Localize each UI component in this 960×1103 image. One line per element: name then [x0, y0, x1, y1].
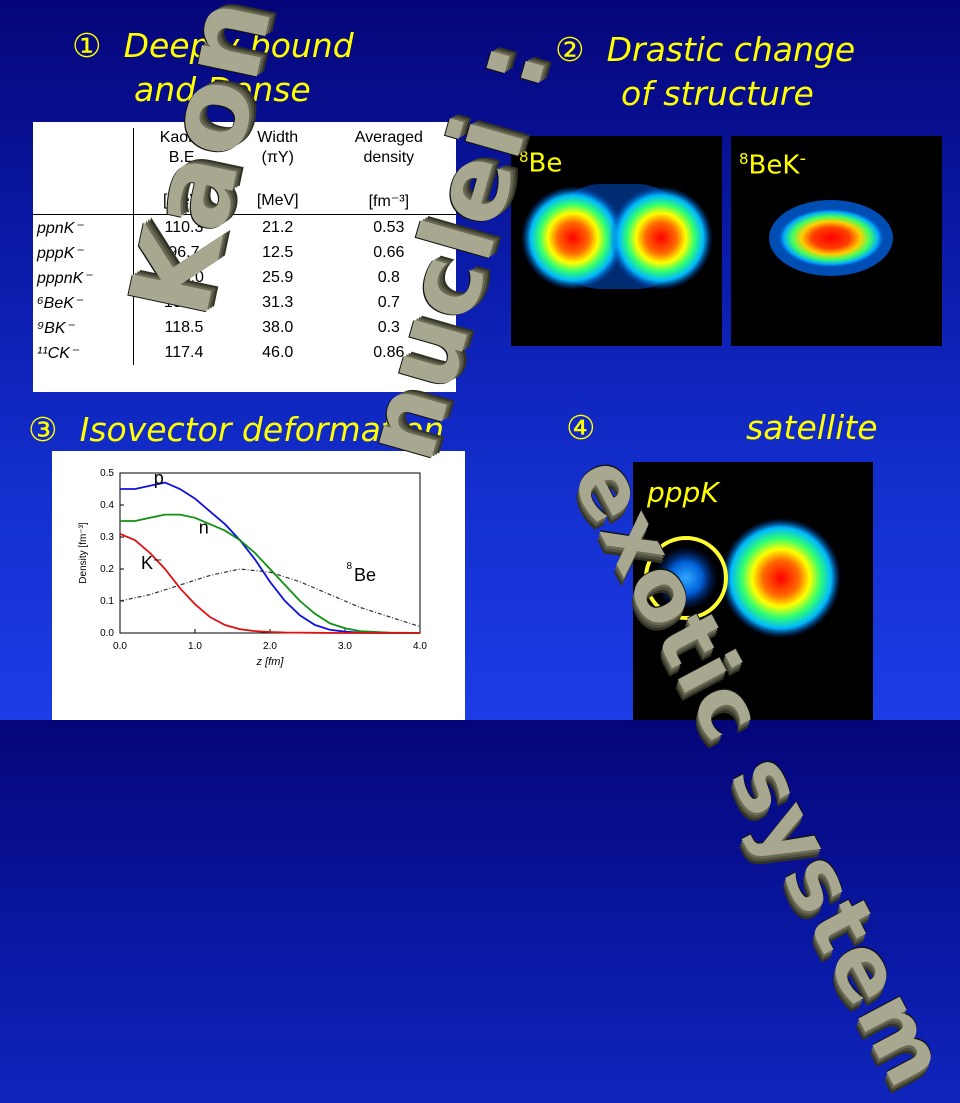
density-chart-panel: 0.0 1.0 2.0 3.0 4.0 0.0 0.1 0.2 0.3 0.4 0.5 z [fm] D…	[52, 451, 465, 720]
table-header-width: Width (πY)	[257, 129, 299, 166]
satellite-blobs	[644, 518, 841, 638]
x-tick-label: 2.0	[263, 641, 277, 652]
be8-density-image: 8Be	[511, 136, 722, 346]
be8-blobs	[521, 184, 713, 290]
be8-cluster-left	[521, 186, 625, 290]
table-row: ¹¹CK⁻ 117.4 46.0 0.86	[33, 340, 456, 365]
plot-frame	[119, 472, 421, 634]
label-k: K⁻	[141, 553, 163, 573]
table-header-empty	[33, 128, 134, 188]
series-be-line	[119, 568, 421, 628]
be8k-label: 8BeK-	[739, 148, 806, 181]
pppk-label: pppK	[647, 476, 719, 509]
series-p-line	[120, 481, 420, 634]
table-row: ⁶BeK⁻ 104.2 31.3 0.7	[33, 290, 456, 315]
unit-be: [MeV]	[133, 188, 234, 215]
heading-isovector: ③ Isovector deformation	[28, 408, 444, 452]
be8k-density-image: 8BeK-	[731, 136, 942, 346]
heading-deeply-bound: ① Deeply bound and Dense	[72, 24, 354, 112]
heading-3-text: Isovector deformation	[79, 410, 445, 449]
series-n-line	[120, 513, 421, 634]
y-tick-label: 0.3	[100, 532, 114, 543]
x-tick-label: 1.0	[188, 641, 202, 652]
heading-satellite: ④ satellite	[566, 406, 878, 450]
y-axis-label: Density [fm⁻³]	[78, 522, 89, 584]
unit-density: [fm⁻³]	[321, 188, 456, 215]
table-header-row: Kaon's B.E. Width (πY) Averaged density	[33, 128, 456, 188]
heading-1-line2: and Dense	[134, 70, 311, 109]
table-header-density: Averaged density	[354, 129, 423, 166]
label-be: Be	[354, 565, 376, 585]
table-row: ⁹BK⁻ 118.5 38.0 0.3	[33, 315, 456, 340]
unit-width: [MeV]	[233, 188, 322, 215]
heading-1-line1: Deeply bound	[123, 26, 354, 65]
table-row: ppnK⁻ 110.3 21.2 0.53	[33, 214, 456, 240]
x-tick-label: 3.0	[338, 641, 352, 652]
kaon-table: Kaon's B.E. Width (πY) Averaged density [Me…	[33, 128, 456, 365]
series-k-line	[119, 532, 420, 634]
y-tick-label: 0.4	[100, 500, 114, 511]
satellite-kaon	[654, 546, 718, 610]
y-tick-label: 0.0	[100, 628, 114, 639]
y-tick-label: 0.2	[100, 564, 114, 575]
heading-2-line2: of structure	[621, 74, 814, 113]
be8-cluster-right	[609, 186, 713, 290]
be8k-blob	[769, 200, 893, 276]
density-chart: 0.0 1.0 2.0 3.0 4.0 0.0 0.1 0.2 0.3 0.4 0.5 z [fm] D…	[78, 468, 427, 668]
label-be-mass: 8	[347, 561, 353, 572]
table-units-row: [MeV] [MeV] [fm⁻³]	[33, 188, 456, 215]
satellite-core	[721, 518, 841, 638]
heading-1-number: ①	[72, 26, 102, 65]
heading-4-text: satellite	[746, 408, 878, 447]
satellite-ring	[644, 536, 728, 620]
heading-2-number: ②	[555, 30, 585, 69]
label-n: n	[199, 517, 209, 537]
y-tick-label: 0.1	[100, 596, 114, 607]
table-header-be: Kaon's B.E.	[159, 129, 209, 166]
y-tick-label: 0.5	[100, 468, 114, 479]
x-tick-label: 0.0	[113, 641, 127, 652]
table-row: pppK⁻ 96.7 12.5 0.66	[33, 240, 456, 265]
be8-label: 8Be	[519, 148, 563, 179]
heading-2-line1: Drastic change	[606, 30, 856, 69]
be8k-core	[777, 208, 885, 268]
heading-3-number: ③	[28, 410, 58, 449]
satellite-density-image: pppK	[633, 462, 873, 720]
table-row: pppnK⁻ 105.0 25.9 0.8	[33, 265, 456, 290]
kaon-table-panel: Kaon's B.E. Width (πY) Averaged density [Me…	[33, 122, 456, 392]
x-axis-label: z [fm]	[256, 656, 285, 668]
x-tick-label: 4.0	[413, 641, 427, 652]
heading-drastic-change: ② Drastic change of structure	[555, 28, 855, 116]
heading-4-number: ④	[566, 408, 596, 447]
label-p: p	[154, 468, 164, 488]
